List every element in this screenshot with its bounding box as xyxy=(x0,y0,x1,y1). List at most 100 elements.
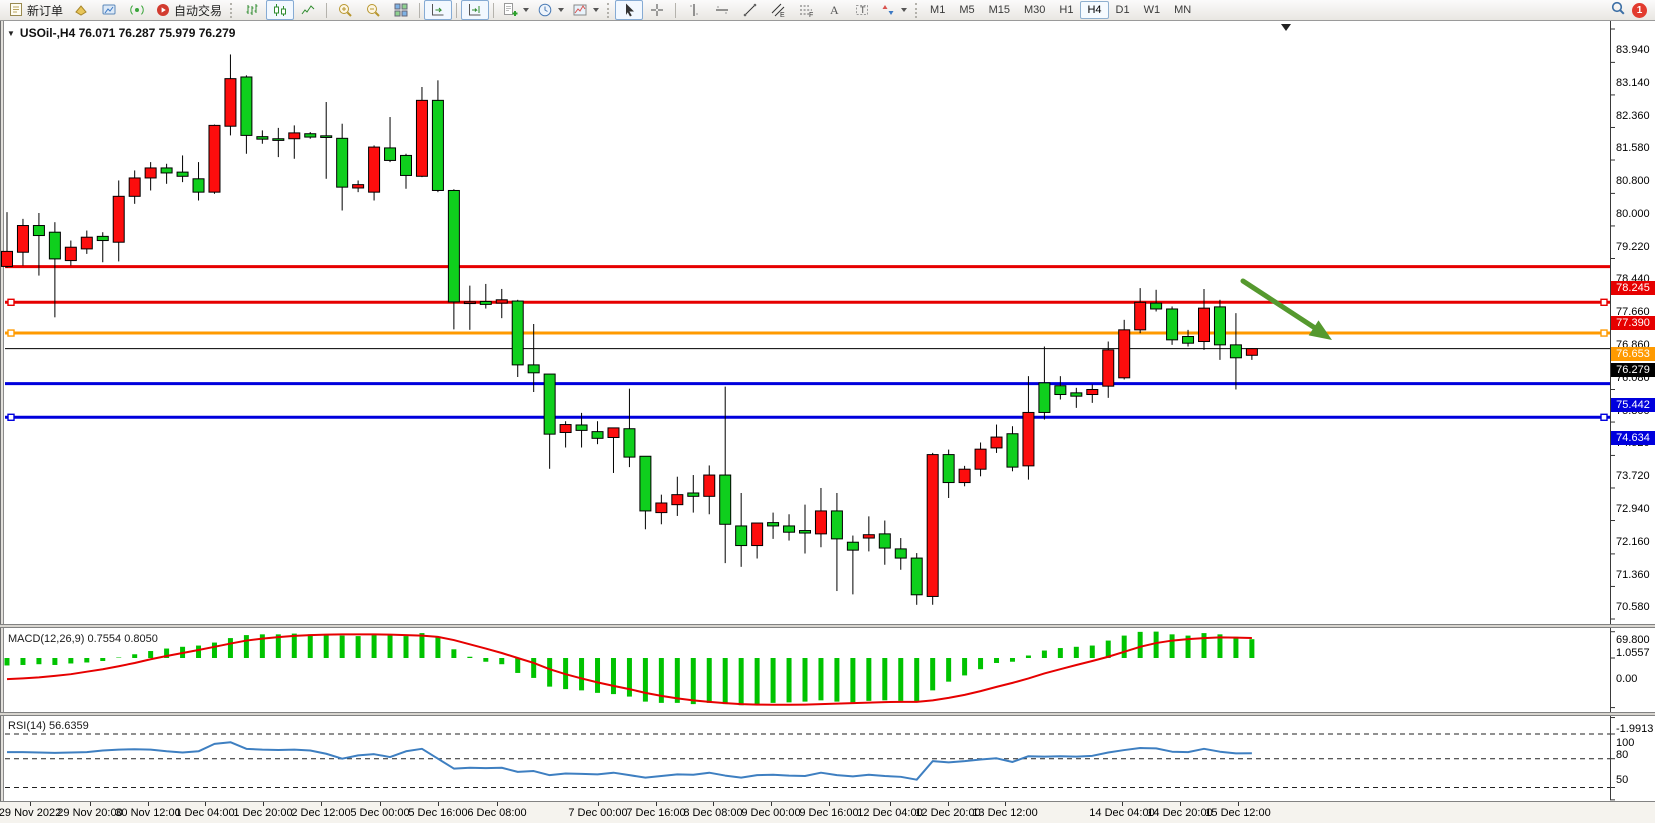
timeframe-m1-button[interactable]: M1 xyxy=(930,4,946,16)
chart-shift-button[interactable] xyxy=(461,0,490,20)
timeframe-d1-button[interactable]: D1 xyxy=(1115,4,1130,16)
candle xyxy=(160,167,173,174)
horizontal-line-button[interactable] xyxy=(708,0,736,20)
timeframe-m30-button[interactable]: M30 xyxy=(1024,4,1046,16)
candle xyxy=(144,167,157,179)
time-tick xyxy=(1005,802,1006,806)
price-axis-border xyxy=(1610,21,1611,800)
candle xyxy=(48,231,61,260)
candle xyxy=(208,124,221,193)
candle xyxy=(240,76,253,136)
price-tick-label: 71.360 xyxy=(1616,568,1650,581)
timeframe-mn-button[interactable]: MN xyxy=(1174,4,1192,16)
rsi-label: RSI(14) 56.6359 xyxy=(8,720,89,732)
line-handle[interactable] xyxy=(1600,413,1608,421)
price-tick-label: 69.800 xyxy=(1616,633,1650,646)
time-axis-label: 15 Dec 12:00 xyxy=(1205,807,1271,819)
search-icon[interactable] xyxy=(1610,0,1626,21)
chart-shift-marker[interactable] xyxy=(1281,24,1291,31)
autotrading-button[interactable]: 自动交易 xyxy=(151,0,226,20)
periods-button[interactable] xyxy=(533,0,568,20)
candle xyxy=(958,468,971,484)
candle xyxy=(575,424,588,431)
line-chart-button[interactable] xyxy=(294,0,322,20)
vertical-line-button[interactable] xyxy=(680,0,708,20)
rsi-tick-label: 50 xyxy=(1616,773,1629,786)
time-axis-label: 29 Nov 20:00 xyxy=(57,807,123,819)
line-handle[interactable] xyxy=(7,413,15,421)
crosshair-button[interactable] xyxy=(643,0,671,20)
chevron-down-icon xyxy=(558,8,565,12)
toolbar-separator xyxy=(675,2,677,18)
market-watch-button[interactable] xyxy=(95,0,123,20)
time-axis-label: 6 Dec 08:00 xyxy=(467,807,527,819)
candlestick-chart-button[interactable] xyxy=(266,0,295,20)
crosshair-icon xyxy=(649,2,665,18)
chart-header[interactable]: ▼ USOil-,H4 76.071 76.287 75.979 76.279 xyxy=(7,26,235,40)
tile-windows-button[interactable] xyxy=(387,0,415,20)
time-axis-label: 9 Dec 16:00 xyxy=(799,807,859,819)
new-chart-button[interactable] xyxy=(67,0,95,20)
candle xyxy=(431,99,444,191)
timeframe-w1-button[interactable]: W1 xyxy=(1143,4,1161,16)
fibonacci-button[interactable]: F xyxy=(792,0,820,20)
candle xyxy=(80,236,93,250)
time-axis-label: 8 Dec 08:00 xyxy=(683,807,743,819)
chevron-down-icon xyxy=(523,8,530,12)
price-badge: 75.442 xyxy=(1611,397,1655,412)
price-tick-label: 83.140 xyxy=(1616,77,1650,90)
time-tick xyxy=(90,802,91,806)
line-handle[interactable] xyxy=(7,329,15,337)
candle xyxy=(1213,306,1226,346)
candle xyxy=(1182,336,1195,344)
price-badge: 74.634 xyxy=(1611,431,1655,446)
candle xyxy=(64,246,77,262)
candle xyxy=(288,132,301,140)
price-tick-label: 80.800 xyxy=(1616,175,1650,188)
time-axis[interactable]: 29 Nov 2022 29 Nov 20:00 30 Nov 12:00 1 Dec… xyxy=(0,801,1655,823)
zoom-in-button[interactable] xyxy=(331,0,359,20)
price-badge: 77.390 xyxy=(1611,316,1655,331)
text-button[interactable]: A xyxy=(820,0,848,20)
auto-scroll-button[interactable] xyxy=(424,0,453,20)
autotrading-icon xyxy=(155,2,171,18)
time-axis-label: 12 Dec 20:00 xyxy=(915,807,981,819)
line-handle[interactable] xyxy=(1600,329,1608,337)
timeframe-h1-button[interactable]: H1 xyxy=(1059,4,1074,16)
cursor-button[interactable] xyxy=(615,0,644,20)
arrows-button[interactable] xyxy=(876,0,911,20)
trendline-button[interactable] xyxy=(736,0,764,20)
signals-button[interactable] xyxy=(123,0,151,20)
line-handle[interactable] xyxy=(1600,298,1608,306)
bar-chart-button[interactable] xyxy=(238,0,266,20)
candle xyxy=(1006,433,1019,468)
arrow-object[interactable] xyxy=(1240,278,1318,331)
timeframe-h4-button[interactable]: H4 xyxy=(1080,1,1109,19)
candle xyxy=(463,301,476,305)
candle xyxy=(128,177,141,197)
notification-badge[interactable]: 1 xyxy=(1632,2,1647,18)
time-tick xyxy=(148,802,149,806)
text-label-button[interactable]: T xyxy=(848,0,876,20)
candle xyxy=(176,171,189,177)
candle xyxy=(783,525,796,533)
equidistant-channel-button[interactable]: E xyxy=(764,0,792,20)
pane-separator-rsi[interactable] xyxy=(0,712,1655,716)
zoom-out-button[interactable] xyxy=(359,0,387,20)
new-order-button[interactable]: 新订单 xyxy=(4,0,67,20)
chart-header-text: USOil-,H4 76.071 76.287 75.979 76.279 xyxy=(19,26,236,40)
timeframe-m15-button[interactable]: M15 xyxy=(988,4,1010,16)
time-tick xyxy=(1180,802,1181,806)
candle xyxy=(1198,307,1210,343)
timeframe-m5-button[interactable]: M5 xyxy=(959,4,975,16)
templates-button[interactable] xyxy=(568,0,603,20)
price-tick-label: 83.940 xyxy=(1616,44,1650,56)
line-handle[interactable] xyxy=(7,298,15,306)
candle xyxy=(400,154,412,176)
new-order-icon xyxy=(8,2,24,18)
price-tick-label: 81.580 xyxy=(1616,142,1650,155)
time-axis-label: 7 Dec 16:00 xyxy=(626,807,686,819)
arrow-head[interactable] xyxy=(1308,320,1332,340)
pane-separator-macd[interactable] xyxy=(0,624,1655,628)
indicators-button[interactable] xyxy=(498,0,533,20)
